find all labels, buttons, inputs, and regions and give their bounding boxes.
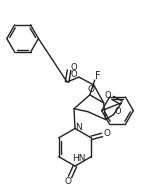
Text: O: O bbox=[114, 107, 121, 116]
Text: O: O bbox=[87, 85, 94, 94]
Text: O: O bbox=[103, 129, 111, 138]
Text: O: O bbox=[65, 177, 72, 186]
Text: F: F bbox=[95, 71, 101, 81]
Text: HN: HN bbox=[72, 154, 85, 163]
Text: O: O bbox=[104, 91, 111, 100]
Text: N: N bbox=[76, 123, 82, 132]
Text: O: O bbox=[71, 70, 77, 79]
Text: O: O bbox=[71, 63, 77, 72]
